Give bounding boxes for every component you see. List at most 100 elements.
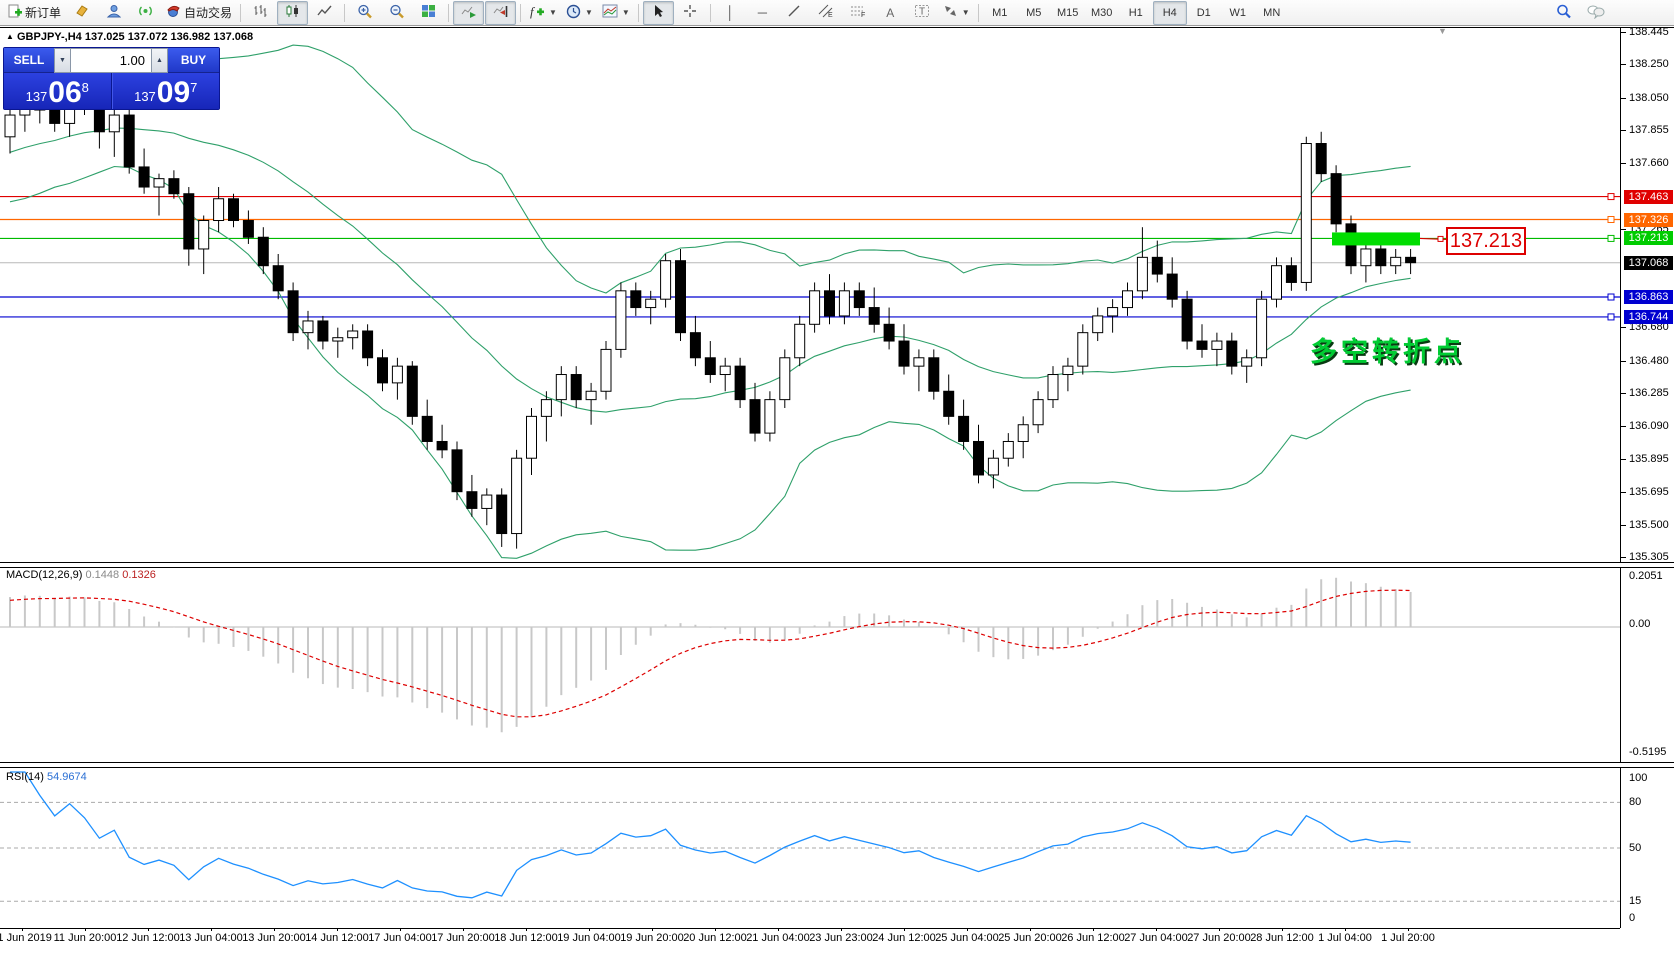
volume-input[interactable]: 1.00 [71, 48, 151, 73]
candle-body [1151, 256, 1163, 275]
auto-trading-button[interactable]: 自动交易 [162, 1, 236, 25]
svg-text:E: E [828, 12, 833, 18]
candle-body [511, 457, 523, 535]
timeframe-mn[interactable]: MN [1263, 6, 1281, 19]
equidistant-channel-button[interactable]: E [811, 1, 842, 25]
symbol-collapse-icon[interactable]: ▲ [6, 32, 14, 41]
candle-body [824, 290, 835, 317]
new-order-button[interactable]: 新订单 [3, 1, 65, 25]
text-label-button[interactable]: T [907, 1, 938, 25]
tile-windows-button[interactable] [413, 1, 444, 25]
timeframe-h4[interactable]: H4 [1152, 0, 1187, 25]
timeframe-h1[interactable]: H1 [1128, 6, 1143, 19]
time-tick [400, 928, 401, 931]
candle-body [481, 494, 493, 509]
buy-price[interactable]: 137 09 7 [111, 73, 219, 109]
level-line-handle[interactable] [1607, 216, 1615, 224]
vertical-line-icon: │ [726, 5, 735, 20]
candle-body [1375, 248, 1387, 267]
chat-button[interactable] [1580, 1, 1611, 25]
zoom-out-button[interactable] [381, 1, 412, 25]
candle-body [973, 440, 984, 476]
horizontal-line-button[interactable]: ─ [747, 1, 778, 25]
candle-body [1285, 265, 1297, 283]
indicator-scale-label: 50 [1629, 842, 1642, 854]
fibonacci-icon: F [850, 4, 866, 21]
vertical-line-button[interactable]: │ [715, 1, 746, 25]
time-label: 18 Jun 12:00 [494, 932, 558, 944]
sell-button[interactable]: SELL [4, 48, 54, 73]
timeframe-w1[interactable]: W1 [1229, 6, 1246, 19]
candle-body [377, 357, 388, 384]
time-label: 23 Jun 23:00 [809, 932, 873, 944]
timeframe-m30[interactable]: M30 [1091, 6, 1113, 19]
sell-price[interactable]: 137 06 8 [4, 73, 112, 109]
level-line-handle[interactable] [1607, 193, 1615, 201]
templates-button[interactable]: ▼ [598, 1, 634, 25]
fibonacci-button[interactable]: F [843, 1, 874, 25]
price-callout-label[interactable]: 137.213 [1446, 227, 1526, 255]
time-tick [1408, 928, 1409, 931]
quote-close: 137.068 [213, 31, 254, 43]
cursor-button[interactable] [642, 0, 674, 25]
candle-body [1360, 248, 1372, 267]
buy-price-big: 09 [156, 76, 191, 109]
periods-button[interactable]: ▼ [562, 1, 597, 25]
candle-body [1047, 374, 1059, 401]
horizontal-line-icon: ─ [757, 5, 767, 20]
buy-button[interactable]: BUY [168, 48, 219, 73]
signal-button[interactable] [130, 1, 161, 25]
price-tick: 137.660 [1621, 157, 1673, 170]
chart-shift-button[interactable] [485, 0, 517, 25]
equidistant-channel-icon: E [818, 4, 834, 21]
candle-body [1405, 256, 1417, 264]
search-icon [1556, 4, 1572, 22]
level-line-handle[interactable] [1607, 234, 1615, 242]
candle-body [1211, 340, 1223, 350]
timeframe-d1[interactable]: D1 [1196, 6, 1211, 19]
profile-button[interactable] [98, 1, 129, 25]
line-chart-icon [317, 4, 332, 21]
level-line-handle[interactable] [1607, 313, 1615, 321]
volume-decrease-button[interactable]: ▼ [54, 48, 71, 73]
zoom-in-button[interactable] [349, 1, 380, 25]
auto-scroll-button[interactable] [453, 0, 485, 25]
trendline-button[interactable] [779, 1, 810, 25]
indicators-button[interactable]: f ▼ [525, 1, 561, 25]
volume-increase-button[interactable]: ▲ [151, 48, 168, 73]
time-label: 21 Jun 04:00 [746, 932, 810, 944]
toolbar-separator [448, 3, 450, 22]
timeframe-m5[interactable]: M5 [1026, 6, 1042, 19]
bollinger-lower-band [9, 165, 1411, 559]
candle-body [153, 178, 165, 188]
time-tick [1030, 928, 1031, 931]
candle-body [1196, 340, 1208, 350]
time-label: 20 Jun 12:00 [683, 932, 747, 944]
bar-chart-button[interactable] [245, 1, 276, 25]
price-tick: 138.250 [1621, 58, 1673, 71]
text-button[interactable]: A [875, 1, 906, 25]
candle-body [660, 260, 672, 300]
candle-body [228, 198, 239, 222]
time-tick [1156, 928, 1157, 931]
eraser-button[interactable] [66, 1, 97, 25]
bollinger-middle-band [9, 127, 1411, 413]
auto-trading-icon [166, 4, 181, 21]
clock-icon [566, 4, 581, 22]
turning-point-annotation: 多空转折点 [1310, 337, 1465, 367]
macd-rsi-splitter[interactable] [0, 762, 1674, 768]
time-label: 27 Jun 04:00 [1124, 932, 1188, 944]
chart-macd-splitter[interactable] [0, 562, 1674, 568]
timeframe-m15[interactable]: M15 [1057, 6, 1079, 19]
search-button[interactable] [1548, 1, 1579, 25]
arrows-button[interactable]: ▼ [939, 1, 974, 25]
candle-body [451, 449, 463, 493]
candle-body [347, 330, 359, 339]
line-chart-button[interactable] [309, 1, 340, 25]
candlestick-chart-button[interactable] [277, 0, 309, 25]
level-line-handle[interactable] [1607, 293, 1615, 301]
crosshair-button[interactable] [675, 1, 706, 25]
time-tick [778, 928, 779, 931]
timeframe-m1[interactable]: M1 [992, 6, 1008, 19]
